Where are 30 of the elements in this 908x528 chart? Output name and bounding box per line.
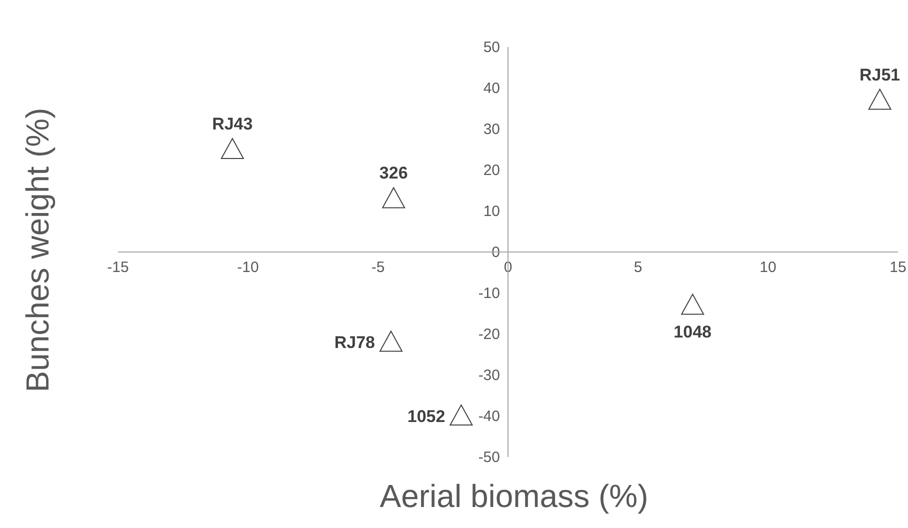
x-tick-label: -10 bbox=[237, 259, 259, 276]
y-tick-label: 40 bbox=[483, 80, 500, 97]
annotation: RJ51 bbox=[859, 65, 900, 84]
point bbox=[220, 138, 244, 159]
annotation: RJ78 bbox=[334, 333, 375, 352]
y-axis-title: Bunches weight (%) bbox=[20, 108, 56, 392]
x-tick-label: 10 bbox=[760, 259, 776, 276]
point bbox=[681, 294, 704, 315]
point bbox=[382, 187, 406, 208]
annotation: 326 bbox=[379, 164, 408, 183]
y-tick-label: 50 bbox=[483, 39, 500, 56]
y-tick-label: 10 bbox=[483, 203, 500, 220]
y-tick-label: -50 bbox=[478, 449, 500, 466]
y-tick-label: -30 bbox=[478, 367, 500, 384]
annotation: RJ43 bbox=[212, 114, 253, 134]
point bbox=[868, 88, 892, 110]
y-tick-label: 30 bbox=[483, 121, 500, 138]
y-tick-label: 20 bbox=[483, 162, 500, 179]
y-tick-label: -10 bbox=[478, 285, 500, 302]
y-tick-label: -20 bbox=[478, 326, 500, 343]
x-tick-label: -15 bbox=[107, 259, 129, 276]
x-tick-label: -5 bbox=[371, 259, 385, 276]
x-axis-title: Aerial biomass (%) bbox=[378, 478, 650, 515]
annotation: 1052 bbox=[407, 407, 446, 426]
point bbox=[380, 330, 402, 352]
point bbox=[450, 404, 473, 426]
annotation: 1048 bbox=[674, 322, 712, 342]
x-tick-label: 15 bbox=[890, 259, 906, 276]
x-tick-label: 5 bbox=[634, 259, 642, 276]
y-tick-label: -40 bbox=[478, 408, 500, 425]
